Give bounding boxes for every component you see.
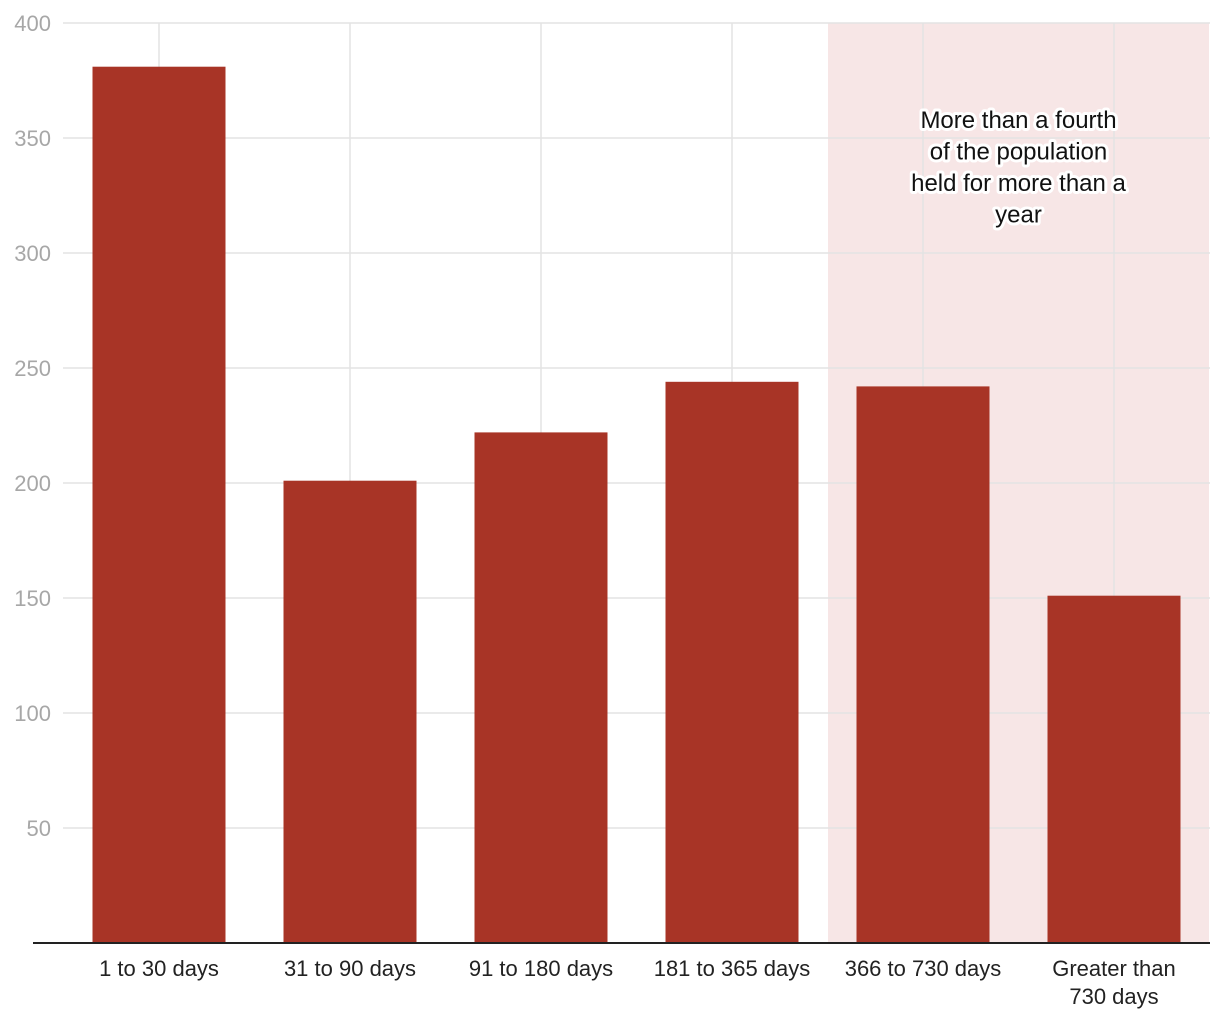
bars: [92, 66, 1181, 943]
y-tick-label: 200: [14, 471, 51, 496]
y-tick-label: 100: [14, 701, 51, 726]
x-tick-label: 91 to 180 days: [469, 956, 613, 981]
x-tick-label: 181 to 365 days: [654, 956, 811, 981]
x-tick-label: 31 to 90 days: [284, 956, 416, 981]
x-axis-ticks: 1 to 30 days 31 to 90 days 91 to 180 days 1…: [99, 956, 1176, 1009]
x-tick-label: Greater than 730 days: [1052, 956, 1176, 1009]
bar: [92, 66, 226, 943]
y-axis-ticks: 50 100 150 200 250 300 350 400: [14, 11, 51, 841]
x-tick-label: 366 to 730 days: [845, 956, 1002, 981]
y-tick-label: 250: [14, 356, 51, 381]
bar: [665, 381, 799, 943]
bar: [474, 432, 608, 943]
highlight-annotation: More than a fourth of the population held …: [908, 104, 1129, 232]
y-tick-label: 150: [14, 586, 51, 611]
bar: [856, 386, 990, 943]
x-tick-label: 1 to 30 days: [99, 956, 219, 981]
y-tick-label: 350: [14, 126, 51, 151]
annotation-text: More than a fourth of the population held …: [911, 107, 1126, 229]
bar: [283, 480, 417, 943]
y-tick-label: 50: [27, 816, 51, 841]
bar: [1047, 595, 1181, 943]
y-tick-label: 400: [14, 11, 51, 36]
y-tick-label: 300: [14, 241, 51, 266]
